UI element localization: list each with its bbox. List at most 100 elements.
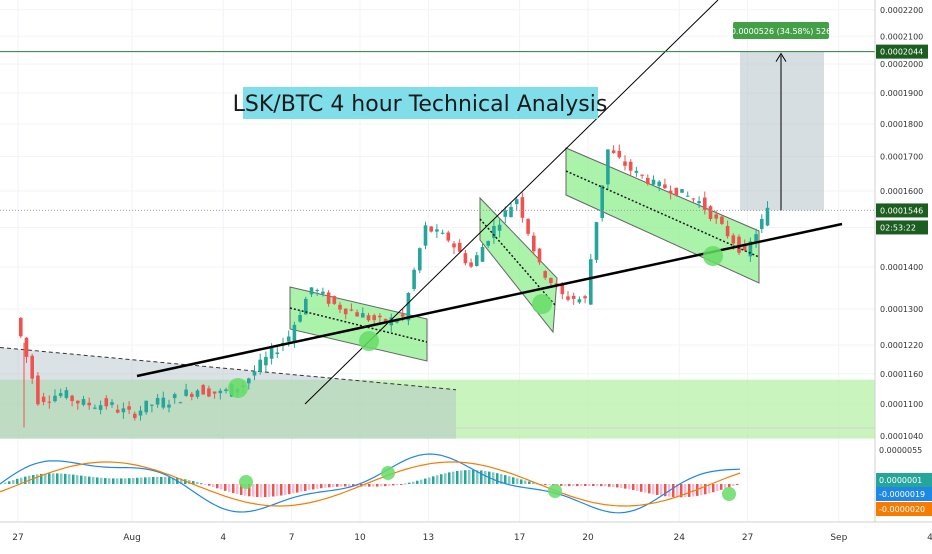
macd-hist-48 <box>196 482 199 484</box>
macd-hist-178 <box>716 484 719 492</box>
macd-hist-16 <box>68 474 71 484</box>
candle-body-129 <box>754 234 758 243</box>
candle-body-72 <box>429 226 433 232</box>
macd-hist-151 <box>608 484 611 487</box>
price-tick-4: 0.0001800 <box>880 120 923 129</box>
macd-hist-80 <box>324 484 327 488</box>
macd-hist-83 <box>336 484 339 487</box>
macd-hist-70 <box>284 484 287 495</box>
price-marker-1: 0.0001546 <box>880 206 923 215</box>
candle-body-112 <box>657 181 661 187</box>
candle-body-20 <box>133 413 137 419</box>
macd-hist-148 <box>596 484 599 487</box>
annotation-group: 0.0000526 (34.58%) 526 <box>731 22 831 39</box>
candle-body-95 <box>560 284 565 295</box>
macd-hist-172 <box>692 484 695 497</box>
candle-body-68 <box>406 292 411 321</box>
candle-body-44 <box>269 347 274 359</box>
macd-hist-81 <box>328 484 331 488</box>
candle-body-117 <box>685 195 690 197</box>
macd-hist-179 <box>720 484 723 490</box>
macd-hist-2 <box>12 480 15 484</box>
price-tick-12: 0.0001100 <box>880 400 923 409</box>
candle-body-94 <box>554 283 559 286</box>
macd-hist-84 <box>340 484 343 487</box>
macd-hist-98 <box>396 484 399 485</box>
macd-hist-78 <box>316 484 319 489</box>
descending-line <box>0 346 457 391</box>
candle-body-19 <box>127 406 131 410</box>
macd-hist-113 <box>456 471 459 484</box>
candle-body-109 <box>640 174 644 176</box>
macd-hist-5 <box>24 476 27 484</box>
macd-hist-86 <box>348 484 351 487</box>
macd-hist-90 <box>364 484 367 487</box>
candle-body-77 <box>457 242 462 252</box>
candle-body-97 <box>571 295 576 299</box>
macd-hist-115 <box>464 470 467 484</box>
macd-hist-56 <box>228 484 231 492</box>
macd-hist-74 <box>300 484 303 492</box>
macd-hist-50 <box>204 484 207 485</box>
price-tick-3: 0.0001900 <box>880 89 923 98</box>
price-marker-bg-0 <box>876 44 928 59</box>
macd-hist-8 <box>36 474 39 484</box>
candle-body-66 <box>395 320 399 323</box>
title-group: LSK/BTC 4 hour Technical Analysis <box>233 87 607 119</box>
macd-hist-109 <box>440 474 443 484</box>
candle-body-89 <box>526 219 530 234</box>
candle-body-79 <box>469 262 473 267</box>
candle-body-60 <box>361 313 365 318</box>
macd-hist-44 <box>180 478 183 484</box>
macd-hist-146 <box>588 484 591 486</box>
macd-hist-54 <box>220 484 223 490</box>
macd-hist-155 <box>624 484 627 489</box>
target-zone <box>740 51 824 211</box>
macd-hist-152 <box>612 484 615 488</box>
candle-body-32 <box>201 385 205 395</box>
candle-body-114 <box>668 190 673 194</box>
candle-body-51 <box>309 287 314 295</box>
candle-body-56 <box>338 304 342 310</box>
candle-body-40 <box>247 378 251 384</box>
macd-hist-145 <box>584 484 587 487</box>
macd-hist-171 <box>688 484 691 497</box>
candle-body-130 <box>760 218 764 229</box>
macd-hist-118 <box>476 470 479 484</box>
candle-body-100 <box>589 259 593 305</box>
candle-body-55 <box>332 296 337 304</box>
macd-hist-169 <box>680 484 683 498</box>
macd-hist-1 <box>8 481 11 484</box>
macd-cross-1 <box>239 475 253 489</box>
macd-hist-34 <box>140 477 143 484</box>
touch-point-4 <box>703 246 723 266</box>
candles <box>19 144 770 421</box>
price-marker-2: 02:53:22 <box>880 223 916 232</box>
candle-body-90 <box>532 235 536 252</box>
macd-cross-4 <box>722 487 736 501</box>
candle-body-88 <box>520 197 525 218</box>
macd-hist-21 <box>88 476 91 484</box>
candle-body-75 <box>446 232 451 241</box>
candle-body-119 <box>697 201 701 204</box>
macd-hist-31 <box>128 478 131 484</box>
price-tick-9: 0.0001300 <box>880 305 923 314</box>
candle-body-16 <box>110 402 114 405</box>
candle-body-124 <box>725 225 730 237</box>
macd-hist-37 <box>152 477 155 484</box>
macd-hist-175 <box>704 484 707 495</box>
candle-body-128 <box>748 241 753 257</box>
time-tick-5: 13 <box>423 533 434 543</box>
channel-1 <box>289 286 428 362</box>
time-tick-0: 27 <box>12 533 23 543</box>
candle-body-12 <box>87 402 91 406</box>
macd-hist-9 <box>40 473 43 484</box>
candle-body-120 <box>703 197 707 210</box>
time-tick-11: 4 <box>927 533 932 543</box>
time-tick-6: 17 <box>514 533 525 543</box>
candle-body-25 <box>161 397 166 408</box>
macd-hist-110 <box>444 473 447 484</box>
candle-body-17 <box>115 409 120 413</box>
candle-body-4 <box>41 396 46 402</box>
